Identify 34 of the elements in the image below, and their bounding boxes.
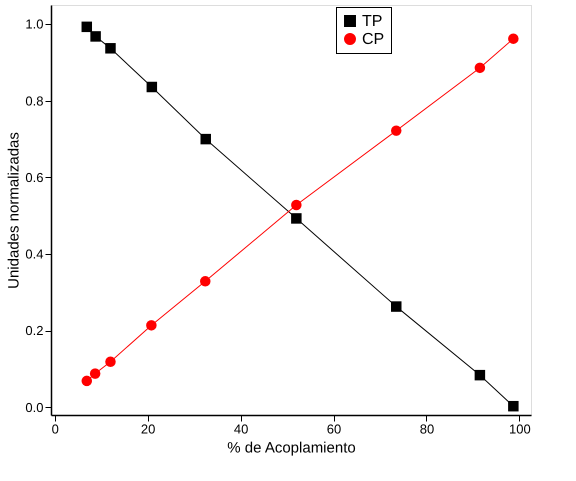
y-tick-label: 0.6 bbox=[25, 170, 44, 185]
x-tick-label: 40 bbox=[234, 422, 248, 436]
point bbox=[508, 400, 519, 412]
point bbox=[146, 320, 157, 331]
x-tick-label: 60 bbox=[326, 422, 342, 436]
y-tick-label: 0.4 bbox=[25, 246, 44, 262]
point bbox=[391, 301, 402, 312]
y-tick-label: 0.8 bbox=[25, 93, 44, 108]
point bbox=[200, 276, 211, 287]
y-tick-label: 1.0 bbox=[25, 16, 44, 32]
x-axis-title: % de Acoplamiento bbox=[227, 440, 356, 456]
legend-label: TP bbox=[362, 13, 382, 30]
point bbox=[474, 62, 486, 74]
y-tick-label: 0.0 bbox=[25, 400, 44, 415]
point bbox=[391, 125, 402, 136]
point bbox=[90, 31, 101, 42]
point bbox=[508, 33, 519, 44]
point bbox=[291, 213, 302, 224]
x-tick-label: 0 bbox=[52, 422, 59, 436]
point bbox=[105, 43, 116, 54]
point bbox=[82, 376, 92, 386]
point bbox=[474, 370, 486, 380]
legend-label: CP bbox=[362, 31, 384, 48]
x-tick-label: 80 bbox=[420, 422, 434, 436]
point bbox=[200, 134, 211, 144]
point bbox=[90, 368, 100, 379]
point bbox=[82, 22, 92, 32]
x-tick-label: 20 bbox=[140, 422, 156, 436]
y-axis-title: Unidades normalizadas bbox=[5, 132, 22, 289]
x-tick-label: 100 bbox=[509, 422, 531, 436]
point bbox=[146, 82, 158, 92]
point bbox=[291, 200, 302, 210]
y-tick-label: 0.2 bbox=[25, 323, 44, 338]
point bbox=[105, 356, 116, 367]
